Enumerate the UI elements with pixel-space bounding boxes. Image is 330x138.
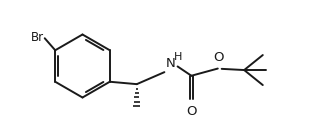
- Text: N: N: [166, 57, 175, 70]
- Text: O: O: [213, 51, 224, 64]
- Text: Br: Br: [30, 30, 44, 44]
- Text: H: H: [174, 52, 182, 62]
- Text: O: O: [186, 105, 197, 118]
